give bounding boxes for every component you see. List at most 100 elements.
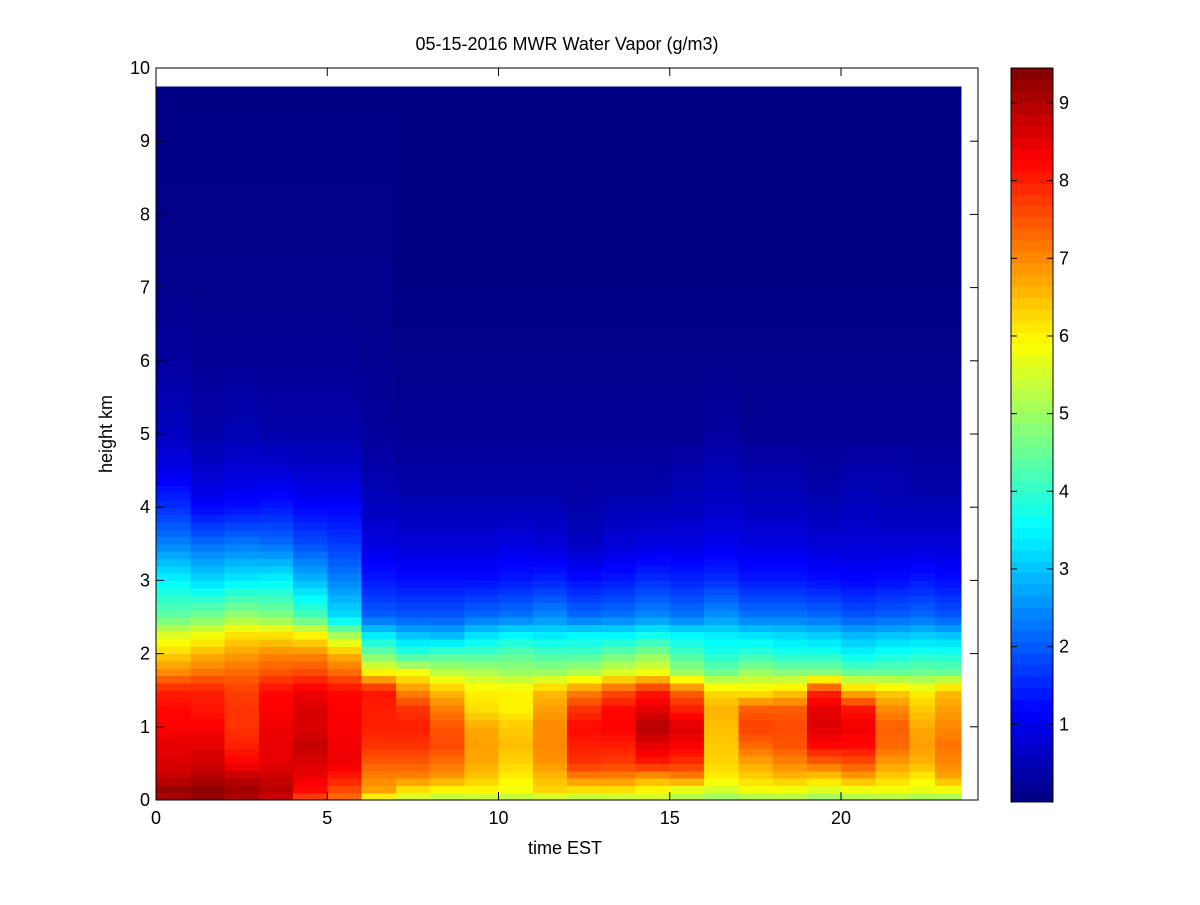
- heatmap-cell: [464, 346, 500, 355]
- heatmap-cell: [738, 104, 774, 113]
- heatmap-cell: [909, 573, 936, 581]
- heatmap-cell: [430, 748, 465, 757]
- heatmap-cell: [327, 207, 363, 215]
- heatmap-cell: [430, 170, 465, 179]
- heatmap-cell: [498, 770, 534, 779]
- colorbar-tick-label: 9: [1059, 93, 1069, 113]
- heatmap-cell: [430, 229, 465, 237]
- heatmap-cell: [635, 624, 671, 633]
- heatmap-cell: [258, 89, 294, 98]
- heatmap-cell: [327, 97, 363, 106]
- heatmap-cell: [430, 543, 465, 552]
- heatmap-cell: [841, 499, 876, 508]
- heatmap-cell: [258, 207, 294, 215]
- heatmap-cell: [361, 309, 397, 318]
- heatmap-cell: [156, 434, 191, 442]
- heatmap-cell: [258, 536, 294, 545]
- heatmap-cell: [498, 368, 534, 377]
- heatmap-cell: [293, 748, 328, 757]
- heatmap-cell: [935, 529, 962, 538]
- heatmap-cell: [935, 463, 962, 472]
- heatmap-cell: [806, 719, 842, 728]
- heatmap-cell: [190, 104, 226, 113]
- heatmap-cell: [430, 675, 465, 684]
- heatmap-cell: [669, 785, 705, 794]
- heatmap-cell: [498, 675, 534, 684]
- heatmap-cell: [327, 763, 363, 772]
- heatmap-cell: [738, 477, 774, 486]
- heatmap-cell: [361, 382, 397, 391]
- heatmap-cell: [704, 375, 739, 384]
- heatmap-cell: [841, 280, 876, 289]
- heatmap-cell: [772, 170, 808, 179]
- heatmap-cell: [669, 258, 705, 267]
- heatmap-cell: [635, 792, 671, 801]
- y-tick-label: 5: [140, 424, 150, 444]
- heatmap-cell: [327, 653, 363, 662]
- heatmap-cell: [156, 338, 191, 347]
- heatmap-cell: [909, 617, 936, 625]
- heatmap-cell: [498, 265, 534, 274]
- heatmap-cell: [498, 726, 534, 735]
- heatmap-cell: [635, 360, 671, 369]
- heatmap-cell: [258, 397, 294, 406]
- heatmap-cell: [635, 565, 671, 574]
- heatmap-cell: [293, 536, 328, 545]
- heatmap-cell: [935, 199, 962, 208]
- heatmap-cell: [190, 580, 226, 589]
- heatmap-cell: [601, 375, 637, 384]
- heatmap-cell: [875, 119, 911, 128]
- heatmap-cell: [875, 368, 911, 377]
- heatmap-cell: [935, 86, 962, 91]
- heatmap-cell: [327, 565, 363, 574]
- heatmap-cell: [498, 470, 534, 479]
- heatmap-cell: [567, 119, 602, 128]
- heatmap-cell: [190, 419, 226, 428]
- heatmap-cell: [361, 280, 397, 289]
- heatmap-cell: [327, 455, 363, 464]
- heatmap-cell: [361, 631, 397, 640]
- heatmap-cell: [532, 192, 568, 201]
- heatmap-cell: [841, 302, 876, 311]
- heatmap-cell: [532, 587, 568, 596]
- heatmap-cell: [361, 536, 397, 545]
- heatmap-cell: [293, 624, 328, 633]
- heatmap-cell: [498, 316, 534, 325]
- heatmap-cell: [909, 214, 936, 223]
- heatmap-cell: [190, 726, 226, 735]
- heatmap-cell: [635, 229, 671, 237]
- heatmap-cell: [772, 324, 808, 333]
- colorbar-strip: [1011, 584, 1053, 597]
- heatmap-cell: [293, 712, 328, 721]
- heatmap-cell: [361, 543, 397, 552]
- heatmap-cell: [293, 682, 328, 691]
- heatmap-cell: [601, 521, 637, 530]
- heatmap-cell: [738, 770, 774, 779]
- heatmap-cell: [430, 214, 465, 223]
- heatmap-cell: [327, 551, 363, 560]
- heatmap-cell: [498, 236, 534, 245]
- heatmap-cell: [361, 353, 397, 362]
- heatmap-cell: [704, 792, 739, 801]
- heatmap-cell: [567, 251, 602, 259]
- heatmap-cell: [430, 265, 465, 274]
- heatmap-cell: [935, 580, 962, 589]
- heatmap-cell: [601, 258, 637, 267]
- heatmap-cell: [772, 646, 808, 655]
- heatmap-cell: [669, 448, 705, 457]
- heatmap-cell: [772, 148, 808, 157]
- heatmap-cell: [190, 646, 226, 655]
- heatmap-cell: [704, 346, 739, 355]
- heatmap-cell: [704, 287, 739, 296]
- heatmap-cell: [395, 573, 431, 581]
- heatmap-cell: [567, 587, 602, 596]
- heatmap-cell: [464, 331, 500, 340]
- heatmap-cell: [738, 499, 774, 508]
- heatmap-cell: [156, 741, 191, 750]
- heatmap-cell: [430, 375, 465, 384]
- heatmap-cell: [190, 280, 226, 289]
- heatmap-cell: [567, 192, 602, 201]
- heatmap-cell: [806, 631, 842, 640]
- heatmap-cell: [258, 199, 294, 208]
- heatmap-cell: [704, 86, 739, 91]
